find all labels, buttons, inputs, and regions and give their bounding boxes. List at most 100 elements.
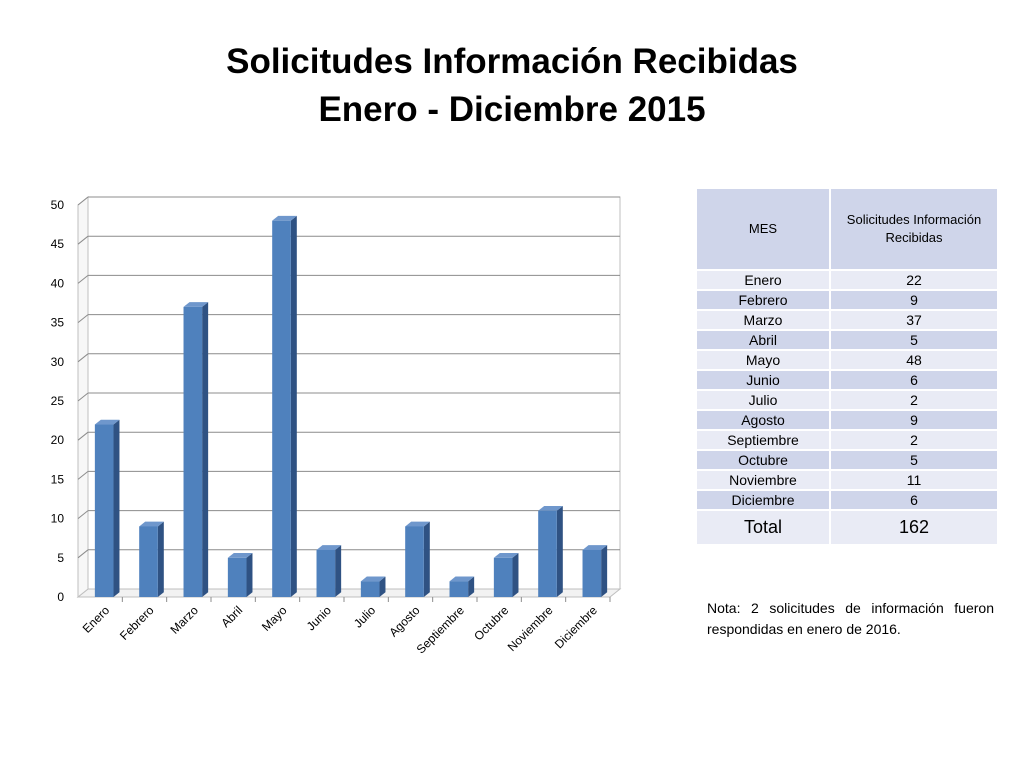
bar [316, 549, 336, 597]
bar-chart: 0 5 10 15 20 25 30 35 40 45 50 Enero Febrero Marzo Abr… [51, 195, 622, 657]
cell-mes: Diciembre [697, 491, 831, 511]
cell-solicitudes: 5 [831, 451, 997, 471]
table-row: Diciembre 6 [697, 491, 997, 511]
cell-solicitudes: 9 [831, 411, 997, 431]
total-value: 162 [831, 511, 997, 546]
slide-title: Solicitudes Información Recibidas Enero … [0, 38, 1024, 134]
gridline-side [77, 275, 89, 284]
x-tick-label: Julio [351, 603, 379, 631]
gridline-side [77, 549, 89, 559]
cell-solicitudes: 11 [831, 471, 997, 491]
x-tick-label: Febrero [117, 603, 157, 643]
bar-side [512, 553, 519, 597]
bar-side [113, 419, 120, 597]
bar-side [335, 545, 342, 597]
y-tick-label: 0 [57, 590, 64, 604]
bar [272, 220, 291, 597]
gridline-side [77, 471, 89, 480]
x-tick-label: Junio [304, 603, 334, 633]
table-row: Julio 2 [697, 391, 997, 411]
bar-top [272, 215, 297, 221]
table-row: Noviembre 11 [697, 471, 997, 491]
bar [405, 526, 424, 597]
bar-top [538, 505, 563, 511]
bar-top [227, 553, 253, 558]
bar [538, 510, 557, 597]
cell-mes: Julio [697, 391, 831, 411]
cell-mes: Abril [697, 331, 831, 351]
x-tick-label: Mayo [259, 603, 290, 634]
x-tick-label: Abril [218, 603, 245, 630]
cell-solicitudes: 6 [831, 371, 997, 391]
header-solicitudes: Solicitudes Información Recibidas [831, 189, 997, 271]
x-tick-label: Septiembre [414, 603, 468, 657]
title-line-2: Enero - Diciembre 2015 [318, 90, 706, 129]
title-line-1: Solicitudes Información Recibidas [226, 42, 798, 81]
cell-mes: Octubre [697, 451, 831, 471]
bar-top [139, 521, 164, 527]
bar-top [582, 545, 608, 550]
y-tick-label: 25 [51, 394, 65, 408]
table-row: Junio 6 [697, 371, 997, 391]
bar-top [449, 576, 475, 582]
bar-side [556, 505, 563, 597]
cell-solicitudes: 37 [831, 311, 997, 331]
bar-top [94, 419, 120, 425]
table-row: Agosto 9 [697, 411, 997, 431]
table-row: Abril 5 [697, 331, 997, 351]
footnote: Nota: 2 solicitudes de información fuero… [707, 600, 994, 637]
bar [493, 557, 513, 597]
bar-top [405, 521, 430, 527]
gridline-side [77, 510, 89, 519]
cell-solicitudes: 2 [831, 431, 997, 451]
bar-top [316, 545, 342, 550]
table-header-row: MES Solicitudes Información Recibidas [697, 189, 997, 271]
gridline-side [77, 353, 89, 363]
bar [94, 424, 114, 597]
data-table: MES Solicitudes Información Recibidas En… [697, 189, 997, 546]
y-tick-label: 10 [51, 512, 65, 526]
bar [183, 306, 203, 597]
bar-side [468, 576, 475, 597]
y-tick-label: 45 [51, 237, 65, 251]
table-row: Marzo 37 [697, 311, 997, 331]
y-tick-label: 35 [51, 316, 65, 330]
y-tick-label: 50 [51, 198, 65, 212]
x-tick-label: Noviembre [505, 603, 556, 654]
cell-solicitudes: 48 [831, 351, 997, 371]
table-row: Enero 22 [697, 271, 997, 291]
x-tick-label: Diciembre [552, 603, 600, 651]
x-tick-label: Enero [80, 603, 113, 636]
cell-solicitudes: 9 [831, 291, 997, 311]
cell-mes: Agosto [697, 411, 831, 431]
total-label: Total [697, 511, 831, 546]
bar-top [360, 576, 386, 582]
table-row: Octubre 5 [697, 451, 997, 471]
y-tick-label: 20 [51, 433, 65, 447]
cell-mes: Enero [697, 271, 831, 291]
bar-side [246, 553, 253, 597]
y-tick-label: 30 [51, 355, 65, 369]
bar-side [423, 521, 430, 597]
cell-mes: Febrero [697, 291, 831, 311]
bar-side [290, 215, 297, 597]
cell-solicitudes: 6 [831, 491, 997, 511]
bar-side [202, 302, 209, 597]
gridline-side [77, 196, 89, 206]
table-total-row: Total 162 [697, 511, 997, 546]
y-tick-label: 15 [51, 472, 65, 486]
bar-top [493, 553, 519, 558]
table-row: Septiembre 2 [697, 431, 997, 451]
table-body: Enero 22 Febrero 9 Marzo 37 Abril 5 Mayo 48 Junio 6… [697, 271, 997, 511]
table-row: Febrero 9 [697, 291, 997, 311]
gridline-side [77, 235, 89, 245]
bar [139, 526, 158, 597]
gridline-side [77, 392, 89, 402]
x-tick-label: Marzo [167, 603, 201, 637]
cell-solicitudes: 2 [831, 391, 997, 411]
bar-side [601, 545, 608, 597]
header-mes: MES [697, 189, 831, 271]
cell-mes: Junio [697, 371, 831, 391]
cell-mes: Mayo [697, 351, 831, 371]
bar-side [157, 521, 164, 597]
